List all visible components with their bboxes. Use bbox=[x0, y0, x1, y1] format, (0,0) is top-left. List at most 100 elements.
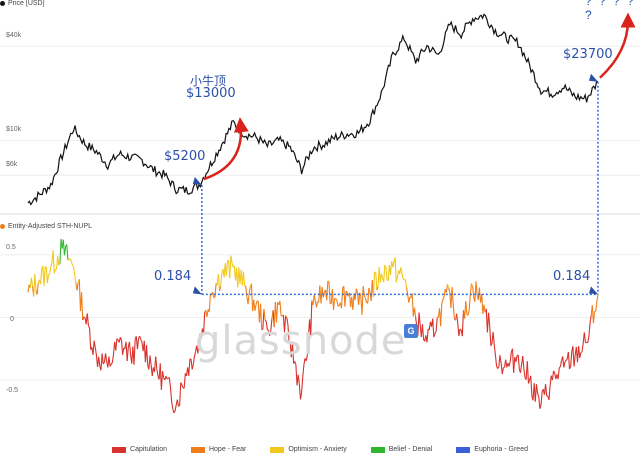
nupl-segment bbox=[69, 258, 72, 262]
nupl-segment bbox=[139, 336, 142, 340]
nupl-segment bbox=[46, 274, 50, 284]
nupl-segment bbox=[295, 364, 298, 386]
nupl-segment bbox=[451, 287, 454, 305]
nupl-segment bbox=[475, 281, 478, 296]
nupl-segment bbox=[115, 338, 118, 351]
nupl-segment bbox=[181, 384, 184, 388]
nupl-segment bbox=[499, 355, 502, 364]
nupl-segment bbox=[481, 294, 484, 314]
nupl-segment bbox=[110, 362, 113, 365]
nupl-segment bbox=[445, 284, 449, 293]
nupl-segment bbox=[433, 333, 436, 338]
band-legend: Capitulation Hope - Fear Optimism - Anxiet… bbox=[0, 446, 640, 453]
price-legend: Price [USD] bbox=[0, 0, 45, 7]
band-legend-swatch bbox=[370, 446, 385, 453]
nupl-segment bbox=[218, 286, 222, 292]
nupl-segment bbox=[558, 366, 561, 369]
nupl-segment bbox=[297, 374, 300, 384]
gridlines bbox=[0, 45, 640, 381]
nupl-segment bbox=[59, 238, 62, 264]
rise-arrow-left bbox=[203, 117, 249, 181]
nupl-segment bbox=[288, 341, 291, 343]
nupl-segment bbox=[508, 361, 511, 367]
nupl-segment bbox=[375, 272, 378, 291]
nupl-segment bbox=[545, 384, 548, 397]
current-price-pointer-icon bbox=[589, 73, 598, 82]
nupl-segment bbox=[305, 355, 308, 361]
nupl-segment bbox=[133, 339, 136, 365]
nupl-segment bbox=[404, 279, 408, 288]
nupl-segment bbox=[291, 341, 295, 364]
nupl-segment bbox=[193, 351, 197, 357]
nupl-segment bbox=[513, 357, 516, 373]
nupl-segment bbox=[146, 345, 149, 366]
price-tick-10k: $10k bbox=[6, 126, 22, 133]
nupl-segment bbox=[413, 307, 417, 318]
nupl-segment bbox=[166, 377, 169, 380]
nupl-segment bbox=[206, 309, 209, 317]
nupl-segment bbox=[174, 404, 177, 412]
nupl-segment bbox=[535, 384, 539, 394]
nupl-segment bbox=[392, 261, 395, 268]
price-legend-dot bbox=[0, 1, 5, 6]
nupl-segment bbox=[344, 290, 347, 307]
nupl-segment bbox=[203, 312, 206, 335]
nupl-segment bbox=[321, 287, 324, 298]
nupl-segment bbox=[275, 302, 279, 323]
nupl-segment bbox=[364, 298, 368, 303]
nupl-segment bbox=[432, 318, 435, 338]
nupl-segment bbox=[517, 354, 520, 370]
nupl-segment bbox=[30, 277, 34, 287]
nupl-segment bbox=[248, 286, 251, 295]
glassnode-watermark: glassnode bbox=[195, 318, 407, 364]
nupl-segment bbox=[372, 272, 376, 297]
nupl-segment bbox=[76, 282, 79, 291]
nupl-segment bbox=[488, 312, 491, 326]
nupl-segment bbox=[418, 312, 421, 325]
nupl-segment bbox=[367, 287, 370, 304]
nupl-segment bbox=[326, 280, 329, 301]
nupl-segment bbox=[191, 364, 194, 370]
nupl-segment bbox=[587, 336, 590, 343]
nupl-segment bbox=[116, 338, 119, 341]
nupl-segment bbox=[456, 313, 459, 324]
nupl-segment bbox=[400, 267, 403, 274]
nupl-segment bbox=[70, 261, 73, 266]
nupl-segment bbox=[490, 343, 493, 347]
price-legend-label: Price [USD] bbox=[8, 0, 45, 7]
nupl-segment bbox=[93, 340, 96, 348]
nupl-segment bbox=[515, 355, 518, 362]
band-legend-item: Belief - Denial bbox=[370, 446, 432, 453]
nupl-segment bbox=[452, 304, 455, 319]
nupl-segment bbox=[89, 328, 92, 350]
glassnode-icon: G bbox=[404, 324, 418, 338]
nupl-segment bbox=[595, 301, 598, 312]
nupl-segment bbox=[402, 278, 405, 281]
nupl-segment bbox=[122, 347, 125, 355]
nupl-segment bbox=[408, 296, 411, 303]
nupl-segment bbox=[361, 286, 364, 315]
nupl-segment bbox=[160, 371, 164, 390]
nupl-segment bbox=[380, 273, 384, 279]
nupl-segment bbox=[283, 315, 287, 333]
price-tick-40k: $40k bbox=[6, 32, 22, 39]
nupl-segment bbox=[225, 261, 229, 276]
nupl-segment bbox=[92, 340, 95, 355]
nupl-segment bbox=[441, 299, 444, 304]
nupl-segment bbox=[250, 283, 254, 312]
nupl-segment bbox=[363, 294, 366, 299]
nupl-segment bbox=[434, 330, 437, 334]
price-line bbox=[27, 13, 599, 206]
nupl-segment bbox=[104, 353, 108, 362]
nupl-segment bbox=[260, 303, 263, 330]
nupl-segment bbox=[52, 250, 55, 274]
nupl-segment bbox=[66, 244, 69, 261]
nupl-segment bbox=[197, 342, 200, 354]
nupl-segment bbox=[340, 288, 344, 309]
nupl-segment bbox=[579, 352, 582, 358]
nupl-segment bbox=[74, 275, 77, 284]
nupl-segment bbox=[537, 393, 540, 397]
nupl-segment bbox=[362, 286, 365, 296]
nupl-segment bbox=[169, 387, 173, 402]
nupl-segment bbox=[86, 313, 89, 326]
